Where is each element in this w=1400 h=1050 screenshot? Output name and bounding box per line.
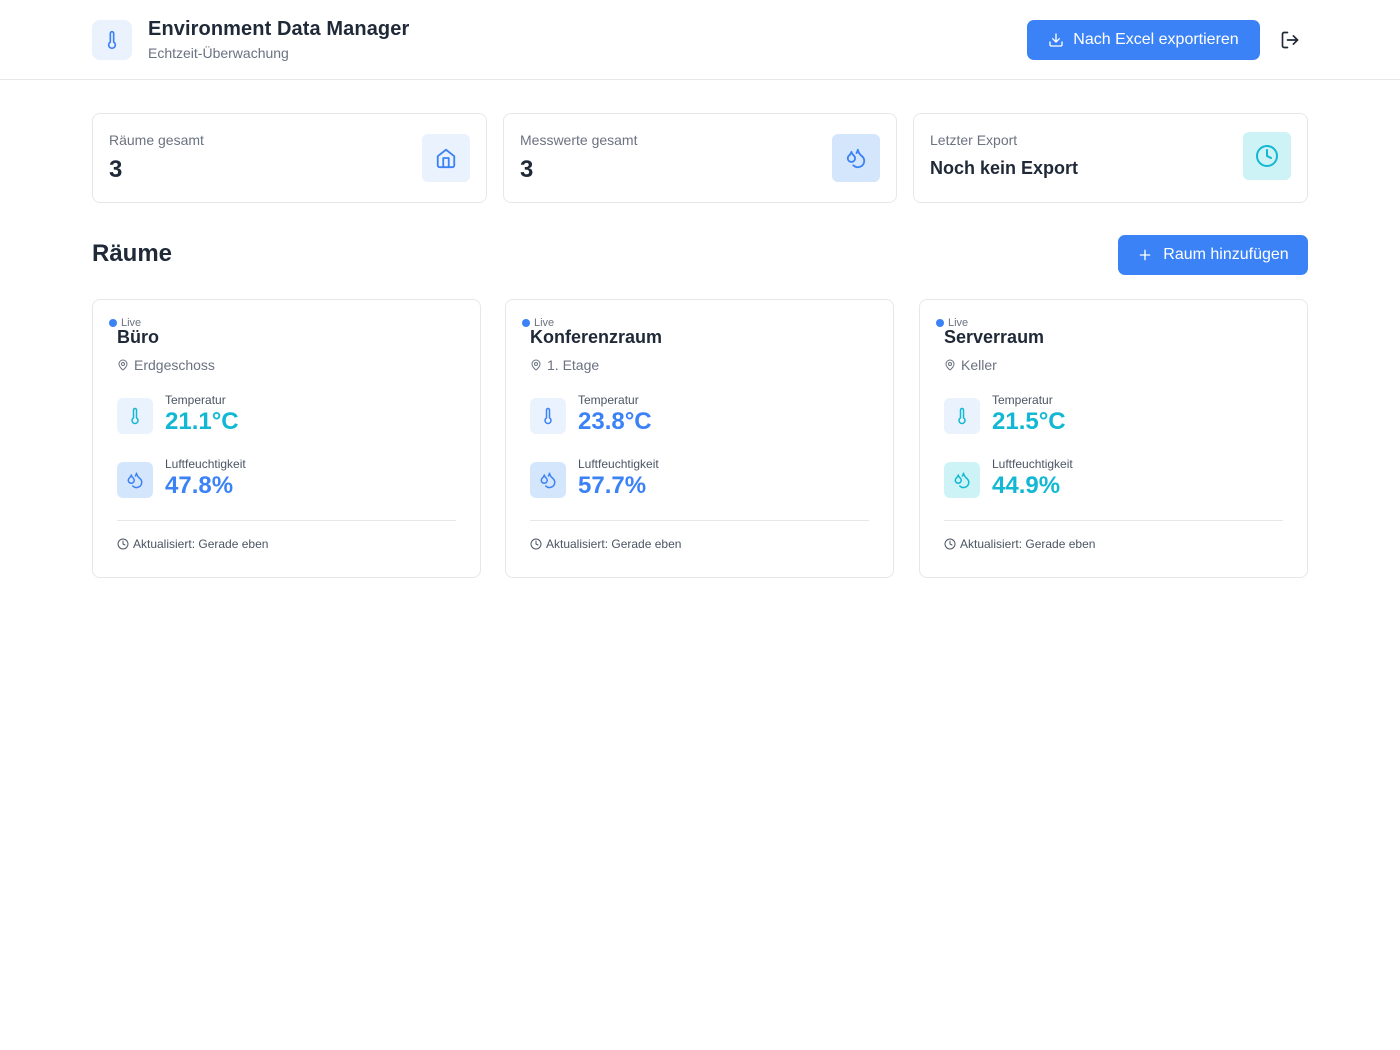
live-indicator: Live [936, 317, 968, 329]
room-location: 1. Etage [530, 357, 599, 373]
live-indicator: Live [109, 317, 141, 329]
divider [530, 520, 869, 521]
room-location: Erdgeschoss [117, 357, 215, 373]
download-icon [1048, 32, 1064, 48]
humidity-value: 47.8% [165, 472, 234, 499]
live-label: Live [534, 317, 555, 329]
divider [117, 520, 456, 521]
app-header: Environment Data Manager Echtzeit-Überwa… [0, 0, 1400, 80]
export-button-label: Nach Excel exportieren [1073, 31, 1239, 48]
droplets-icon [832, 134, 880, 182]
temperature-value: 21.5°C [992, 408, 1066, 435]
logout-icon[interactable] [1278, 28, 1302, 52]
add-room-label: Raum hinzufügen [1163, 246, 1289, 263]
droplets-icon [944, 462, 980, 498]
app-title: Environment Data Manager [148, 18, 410, 40]
live-indicator: Live [522, 317, 554, 329]
stat-label: Räume gesamt [109, 132, 204, 148]
stat-value: 3 [520, 156, 534, 183]
room-location: Keller [944, 357, 997, 373]
humidity-value: 44.9% [992, 472, 1061, 499]
temperature-value: 23.8°C [578, 408, 652, 435]
thermometer-logo-icon [92, 20, 132, 60]
stat-card-rooms: Räume gesamt 3 [92, 113, 487, 203]
last-updated: Aktualisiert: Gerade eben [530, 537, 681, 551]
map-pin-icon [530, 359, 542, 371]
live-dot [936, 319, 944, 327]
room-location-label: 1. Etage [547, 357, 600, 373]
last-updated-label: Aktualisiert: Gerade eben [133, 537, 269, 551]
section-title: Räume [92, 240, 173, 267]
thermometer-icon [530, 398, 566, 434]
clock-icon [117, 538, 129, 550]
temperature-value: 21.1°C [165, 408, 239, 435]
droplets-icon [530, 462, 566, 498]
divider [944, 520, 1283, 521]
humidity-label: Luftfeuchtigkeit [992, 457, 1073, 471]
last-updated-label: Aktualisiert: Gerade eben [546, 537, 682, 551]
clock-icon [530, 538, 542, 550]
live-label: Live [121, 317, 142, 329]
home-icon [422, 134, 470, 182]
app-subtitle: Echtzeit-Überwachung [148, 45, 289, 61]
stat-card-last-export: Letzter Export Noch kein Export [913, 113, 1308, 203]
clock-icon [944, 538, 956, 550]
live-label: Live [948, 317, 969, 329]
humidity-value: 57.7% [578, 472, 647, 499]
last-updated-label: Aktualisiert: Gerade eben [960, 537, 1096, 551]
thermometer-icon [944, 398, 980, 434]
temperature-label: Temperatur [578, 393, 639, 407]
last-updated: Aktualisiert: Gerade eben [944, 537, 1095, 551]
map-pin-icon [944, 359, 956, 371]
clock-icon [1243, 132, 1291, 180]
last-updated: Aktualisiert: Gerade eben [117, 537, 268, 551]
room-name: Konferenzraum [530, 327, 663, 347]
humidity-label: Luftfeuchtigkeit [165, 457, 246, 471]
live-dot [109, 319, 117, 327]
room-card[interactable]: Live Büro Erdgeschoss Temperatur 21.1°C … [92, 299, 481, 578]
room-location-label: Keller [961, 357, 997, 373]
stat-card-measurements: Messwerte gesamt 3 [503, 113, 897, 203]
room-card[interactable]: Live Serverraum Keller Temperatur 21.5°C… [919, 299, 1308, 578]
live-dot [522, 319, 530, 327]
plus-icon [1137, 247, 1153, 263]
room-location-label: Erdgeschoss [134, 357, 215, 373]
temperature-label: Temperatur [992, 393, 1053, 407]
humidity-label: Luftfeuchtigkeit [578, 457, 659, 471]
add-room-button[interactable]: Raum hinzufügen [1118, 235, 1308, 275]
droplets-icon [117, 462, 153, 498]
temperature-label: Temperatur [165, 393, 226, 407]
stat-value: Noch kein Export [930, 158, 1079, 178]
stat-value: 3 [109, 156, 123, 183]
room-name: Serverraum [944, 327, 1045, 347]
thermometer-icon [117, 398, 153, 434]
map-pin-icon [117, 359, 129, 371]
room-card[interactable]: Live Konferenzraum 1. Etage Temperatur 2… [505, 299, 894, 578]
stat-label: Letzter Export [930, 132, 1018, 148]
export-excel-button[interactable]: Nach Excel exportieren [1027, 20, 1260, 60]
room-name: Büro [117, 327, 159, 347]
stat-label: Messwerte gesamt [520, 132, 638, 148]
